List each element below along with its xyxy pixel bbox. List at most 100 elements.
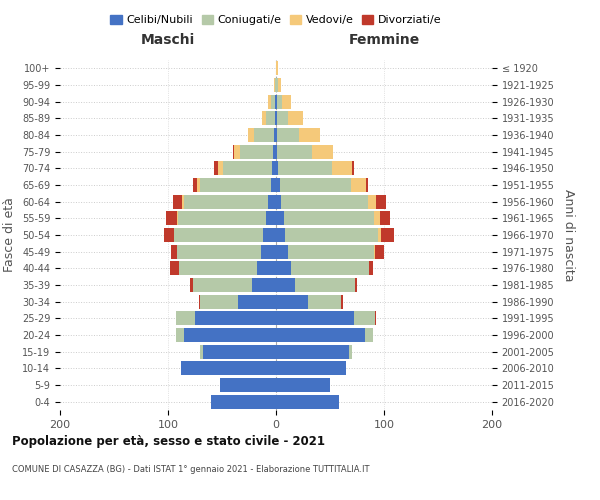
Bar: [355, 278, 357, 292]
Bar: [266, 211, 276, 226]
Bar: [275, 78, 276, 92]
Bar: [365, 178, 368, 192]
Bar: [276, 361, 346, 376]
Bar: [166, 211, 176, 226]
Bar: [271, 178, 276, 192]
Bar: [308, 294, 341, 308]
Bar: [200, 294, 238, 308]
Bar: [276, 378, 330, 392]
Bar: [179, 261, 257, 276]
Bar: [276, 194, 281, 209]
Bar: [377, 228, 381, 242]
Bar: [195, 311, 276, 326]
Bar: [276, 94, 277, 109]
Bar: [211, 394, 276, 409]
Text: Maschi: Maschi: [141, 32, 195, 46]
Bar: [193, 278, 252, 292]
Bar: [284, 228, 377, 242]
Bar: [311, 144, 333, 159]
Bar: [275, 94, 276, 109]
Bar: [273, 144, 276, 159]
Bar: [164, 228, 175, 242]
Bar: [248, 128, 254, 142]
Bar: [220, 378, 276, 392]
Bar: [252, 278, 276, 292]
Bar: [374, 244, 376, 259]
Bar: [278, 162, 332, 175]
Bar: [376, 194, 386, 209]
Bar: [276, 278, 295, 292]
Bar: [197, 178, 200, 192]
Bar: [354, 311, 376, 326]
Text: COMUNE DI CASAZZA (BG) - Dati ISTAT 1° gennaio 2021 - Elaborazione TUTTITALIA.IT: COMUNE DI CASAZZA (BG) - Dati ISTAT 1° g…: [12, 465, 370, 474]
Bar: [171, 244, 176, 259]
Bar: [276, 78, 278, 92]
Bar: [368, 194, 376, 209]
Bar: [262, 112, 266, 126]
Bar: [190, 278, 193, 292]
Bar: [276, 294, 308, 308]
Bar: [182, 194, 184, 209]
Bar: [276, 394, 338, 409]
Bar: [238, 294, 276, 308]
Bar: [276, 228, 284, 242]
Bar: [299, 128, 320, 142]
Bar: [170, 261, 179, 276]
Bar: [341, 294, 343, 308]
Bar: [352, 162, 354, 175]
Bar: [266, 112, 275, 126]
Bar: [281, 194, 368, 209]
Bar: [272, 162, 276, 175]
Bar: [276, 112, 277, 126]
Bar: [276, 62, 278, 76]
Bar: [277, 112, 288, 126]
Bar: [176, 311, 195, 326]
Bar: [283, 94, 291, 109]
Bar: [276, 244, 288, 259]
Bar: [176, 211, 178, 226]
Bar: [276, 261, 291, 276]
Bar: [176, 244, 261, 259]
Bar: [181, 361, 276, 376]
Bar: [175, 228, 263, 242]
Bar: [277, 128, 299, 142]
Bar: [193, 178, 197, 192]
Bar: [278, 78, 281, 92]
Bar: [288, 244, 374, 259]
Bar: [233, 144, 234, 159]
Bar: [203, 344, 276, 359]
Bar: [268, 94, 271, 109]
Bar: [350, 178, 365, 192]
Bar: [263, 228, 276, 242]
Bar: [214, 162, 218, 175]
Bar: [381, 228, 394, 242]
Bar: [268, 194, 276, 209]
Bar: [276, 144, 277, 159]
Bar: [218, 162, 223, 175]
Bar: [277, 144, 311, 159]
Bar: [274, 128, 276, 142]
Bar: [291, 261, 369, 276]
Bar: [257, 261, 276, 276]
Bar: [254, 128, 274, 142]
Bar: [349, 344, 352, 359]
Bar: [280, 178, 350, 192]
Bar: [261, 244, 276, 259]
Bar: [374, 211, 380, 226]
Legend: Celibi/Nubili, Coniugati/e, Vedovi/e, Divorziati/e: Celibi/Nubili, Coniugati/e, Vedovi/e, Di…: [106, 10, 446, 30]
Bar: [200, 344, 203, 359]
Bar: [276, 344, 349, 359]
Bar: [380, 211, 391, 226]
Y-axis label: Fasce di età: Fasce di età: [4, 198, 16, 272]
Bar: [200, 178, 271, 192]
Bar: [276, 328, 365, 342]
Bar: [274, 78, 275, 92]
Bar: [276, 128, 277, 142]
Bar: [365, 328, 373, 342]
Bar: [295, 278, 355, 292]
Bar: [178, 211, 266, 226]
Bar: [276, 162, 278, 175]
Bar: [276, 178, 280, 192]
Bar: [277, 94, 283, 109]
Bar: [223, 162, 272, 175]
